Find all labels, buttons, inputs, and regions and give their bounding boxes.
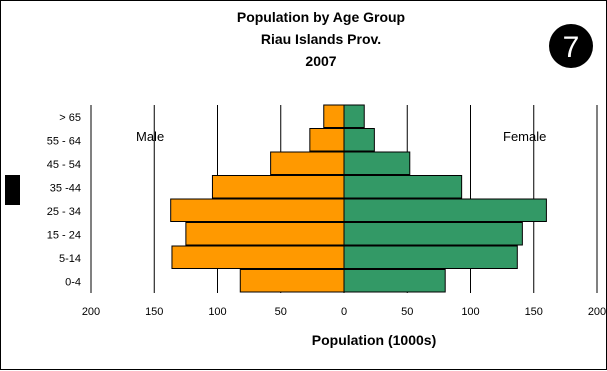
category-labels: > 65 55 - 64 45 - 54 35 -44 25 - 34 15 - 24 5-… bbox=[47, 112, 81, 289]
male-bar bbox=[211, 175, 345, 199]
chart-title-line-3: 2007 bbox=[305, 53, 336, 69]
chart-title-line-2: Riau Islands Prov. bbox=[261, 31, 381, 47]
category-label: 35 -44 bbox=[50, 182, 81, 194]
x-tick-labels: 200 150 100 50 0 50 100 150 200 bbox=[82, 306, 606, 318]
male-bar bbox=[239, 269, 345, 293]
x-tick-label: 150 bbox=[145, 306, 163, 318]
male-bar bbox=[170, 198, 345, 222]
male-bar bbox=[323, 104, 345, 128]
x-tick-label: 0 bbox=[341, 306, 347, 318]
side-marker bbox=[5, 175, 20, 205]
category-label: > 65 bbox=[59, 112, 81, 124]
female-bar bbox=[343, 198, 547, 222]
female-bar bbox=[343, 269, 446, 293]
female-bar bbox=[343, 104, 365, 128]
badge-number: 7 bbox=[563, 31, 580, 64]
female-bar bbox=[343, 128, 375, 152]
x-tick-label: 100 bbox=[208, 306, 226, 318]
x-tick-label: 50 bbox=[275, 306, 287, 318]
category-label: 45 - 54 bbox=[47, 159, 81, 171]
female-bar bbox=[343, 175, 463, 199]
x-tick-label: 150 bbox=[525, 306, 543, 318]
male-bar bbox=[185, 222, 345, 246]
x-axis-title: Population (1000s) bbox=[312, 332, 436, 348]
x-tick-label: 100 bbox=[461, 306, 479, 318]
badge-circle bbox=[549, 24, 593, 68]
category-label: 5-14 bbox=[59, 253, 81, 265]
number-badge: 7 bbox=[549, 24, 593, 68]
category-label: 0-4 bbox=[65, 276, 81, 288]
category-label: 25 - 34 bbox=[47, 206, 81, 218]
category-label: 55 - 64 bbox=[47, 135, 81, 147]
female-bar bbox=[343, 245, 518, 269]
male-label: Male bbox=[136, 129, 164, 144]
x-tick-label: 200 bbox=[588, 306, 606, 318]
female-label: Female bbox=[503, 129, 546, 144]
x-tick-label: 200 bbox=[82, 306, 100, 318]
male-bar bbox=[171, 245, 345, 269]
bars bbox=[170, 104, 547, 293]
female-bar bbox=[343, 151, 411, 175]
male-bar bbox=[270, 151, 345, 175]
x-tick-label: 50 bbox=[401, 306, 413, 318]
chart-title-line-1: Population by Age Group bbox=[237, 9, 405, 25]
category-label: 15 - 24 bbox=[47, 229, 81, 241]
female-bar bbox=[343, 222, 523, 246]
male-bar bbox=[309, 128, 345, 152]
